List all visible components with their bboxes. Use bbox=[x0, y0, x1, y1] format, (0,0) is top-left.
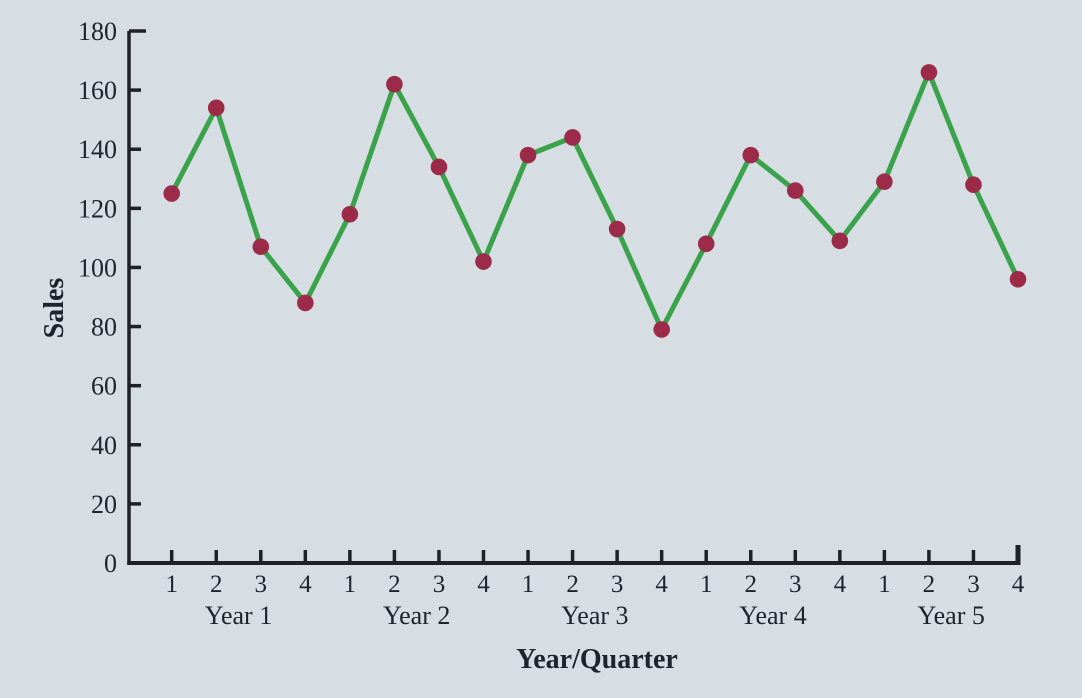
y-tick-label-180: 180 bbox=[78, 17, 117, 46]
quarter-label: 3 bbox=[433, 571, 446, 598]
quarter-label: 2 bbox=[388, 571, 401, 598]
x-axis-title: Year/Quarter bbox=[516, 644, 678, 675]
quarter-label: 4 bbox=[299, 571, 312, 598]
data-point-year3-q3 bbox=[608, 220, 626, 238]
data-point-year3-q2 bbox=[564, 129, 581, 146]
y-tick-label-100: 100 bbox=[78, 253, 117, 282]
year-label-4: Year 4 bbox=[739, 601, 806, 630]
quarter-label: 2 bbox=[923, 571, 936, 598]
quarter-label: 4 bbox=[477, 571, 490, 598]
quarter-label: 1 bbox=[165, 571, 178, 598]
data-point-year5-q1 bbox=[876, 173, 893, 191]
data-point-year1-q4 bbox=[297, 294, 314, 312]
sales-line bbox=[169, 69, 1021, 333]
quarter-label: 2 bbox=[744, 571, 757, 598]
data-point-year2-q1 bbox=[341, 205, 359, 223]
y-tick-label-80: 80 bbox=[91, 313, 117, 342]
data-point-year3-q4 bbox=[653, 321, 670, 338]
y-tick-label-0: 0 bbox=[104, 549, 117, 578]
quarter-label: 2 bbox=[210, 571, 223, 598]
data-point-year5-q3 bbox=[965, 176, 982, 193]
quarter-label: 3 bbox=[967, 571, 980, 598]
y-tick-label-160: 160 bbox=[78, 76, 117, 105]
quarter-label: 2 bbox=[566, 571, 579, 598]
data-point-year1-q1 bbox=[163, 185, 180, 202]
data-point-year4-q4 bbox=[831, 232, 849, 250]
data-point-year2-q3 bbox=[430, 158, 448, 176]
data-point-year5-q2 bbox=[920, 64, 938, 81]
year-label-2: Year 2 bbox=[383, 601, 450, 630]
year-label-5: Year 5 bbox=[917, 601, 984, 630]
y-tick-label-120: 120 bbox=[78, 194, 117, 223]
year-label-1: Year 1 bbox=[205, 601, 272, 630]
data-point-year2-q4 bbox=[475, 253, 492, 270]
quarter-label: 3 bbox=[611, 571, 624, 598]
data-point-year4-q3 bbox=[786, 182, 804, 199]
data-point-year2-q2 bbox=[386, 75, 403, 93]
quarter-label: 3 bbox=[789, 571, 802, 598]
data-point-year1-q3 bbox=[252, 238, 270, 256]
year-label-3: Year 3 bbox=[561, 601, 628, 630]
y-tick-label-140: 140 bbox=[78, 135, 117, 164]
quarter-label: 4 bbox=[655, 571, 668, 598]
quarter-label: 1 bbox=[700, 571, 713, 598]
quarter-label: 4 bbox=[1012, 571, 1025, 598]
quarter-label: 1 bbox=[522, 571, 535, 598]
data-point-year3-q1 bbox=[519, 146, 537, 164]
y-tick-label-60: 60 bbox=[91, 372, 117, 401]
quarter-label: 3 bbox=[255, 571, 268, 598]
y-tick-label-20: 20 bbox=[91, 490, 117, 519]
data-point-year4-q1 bbox=[697, 235, 715, 253]
y-tick-label-40: 40 bbox=[91, 431, 117, 460]
quarter-label: 1 bbox=[878, 571, 891, 598]
quarter-label: 4 bbox=[834, 571, 847, 598]
y-axis-title: Sales bbox=[39, 277, 70, 339]
data-point-year5-q4 bbox=[1009, 270, 1027, 288]
data-point-year4-q2 bbox=[742, 146, 760, 164]
data-point-year1-q2 bbox=[207, 99, 225, 117]
quarter-label: 1 bbox=[344, 571, 357, 598]
